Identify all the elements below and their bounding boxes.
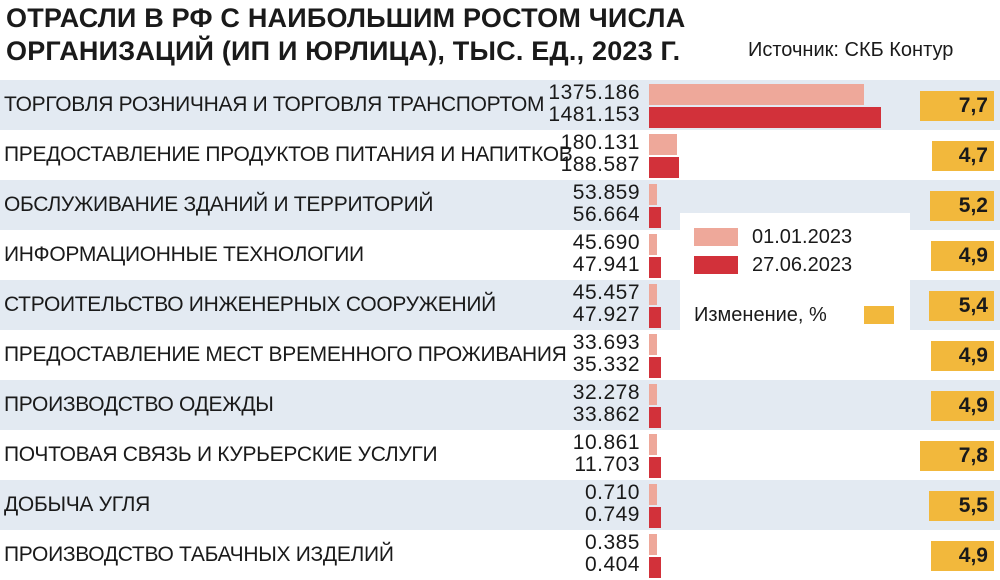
change-percent-badge: 7,8 (920, 441, 994, 471)
bar-series2 (649, 457, 661, 478)
bar-series2 (649, 257, 661, 278)
bar-series2 (649, 107, 881, 128)
data-label-series2: 33.862 (572, 403, 640, 426)
data-label-series2: 0.404 (584, 553, 640, 576)
change-percent-badge: 4,9 (931, 241, 994, 271)
bar-series1 (649, 84, 865, 105)
data-label-series1: 53.859 (572, 181, 640, 204)
bar-series1 (649, 284, 657, 305)
change-percent-badge: 4,7 (931, 141, 994, 171)
chart-title: ОТРАСЛИ В РФ С НАИБОЛЬШИМ РОСТОМ ЧИСЛА О… (6, 3, 686, 66)
category-label: ПРЕДОСТАВЛЕНИЕ ПРОДУКТОВ ПИТАНИЯ И НАПИТ… (4, 143, 573, 166)
bar-series1 (649, 534, 657, 555)
data-label-series1: 45.457 (572, 281, 640, 304)
data-label-series2: 1481.153 (548, 103, 640, 126)
change-percent-badge: 5,4 (929, 291, 994, 321)
data-label-series1: 1375.186 (548, 81, 640, 104)
change-percent-badge: 4,9 (931, 391, 994, 421)
bar-series1 (649, 484, 657, 505)
bar-series2 (649, 357, 661, 378)
chart-row: ПРЕДОСТАВЛЕНИЕ ПРОДУКТОВ ПИТАНИЯ И НАПИТ… (0, 130, 1000, 180)
category-label: ИНФОРМАЦИОННЫЕ ТЕХНОЛОГИИ (4, 243, 364, 266)
legend-swatch-series2 (694, 256, 738, 274)
category-label: СТРОИТЕЛЬСТВО ИНЖЕНЕРНЫХ СООРУЖЕНИЙ (4, 293, 496, 316)
data-label-series2: 47.941 (572, 253, 640, 276)
bar-series1 (649, 334, 657, 355)
data-label-series1: 32.278 (572, 381, 640, 404)
chart-row: ПРОИЗВОДСТВО ТАБАЧНЫХ ИЗДЕЛИЙ 0.385 0.404 4… (0, 530, 1000, 580)
legend-swatch-change (864, 306, 894, 324)
chart-row: ТОРГОВЛЯ РОЗНИЧНАЯ И ТОРГОВЛЯ ТРАНСПОРТО… (0, 80, 1000, 130)
category-label: ПОЧТОВАЯ СВЯЗЬ И КУРЬЕРСКИЕ УСЛУГИ (4, 443, 438, 466)
bar-series2 (649, 557, 661, 578)
chart-rows: ТОРГОВЛЯ РОЗНИЧНАЯ И ТОРГОВЛЯ ТРАНСПОРТО… (0, 80, 1000, 580)
chart-row: ПРОИЗВОДСТВО ОДЕЖДЫ 32.278 33.862 4,9 (0, 380, 1000, 430)
data-label-series1: 33.693 (572, 331, 640, 354)
category-label: ОБСЛУЖИВАНИЕ ЗДАНИЙ И ТЕРРИТОРИЙ (4, 193, 434, 216)
data-label-series1: 10.861 (572, 431, 640, 454)
bar-series1 (649, 384, 657, 405)
data-label-series2: 188.587 (560, 153, 640, 176)
change-percent-badge: 5,5 (928, 491, 994, 521)
data-label-series2: 0.749 (584, 503, 640, 526)
data-label-series2: 47.927 (572, 303, 640, 326)
category-label: ПРОИЗВОДСТВО ОДЕЖДЫ (4, 393, 274, 416)
chart-row: ПРЕДОСТАВЛЕНИЕ МЕСТ ВРЕМЕННОГО ПРОЖИВАНИ… (0, 330, 1000, 380)
bar-series2 (649, 407, 661, 428)
bar-series2 (649, 307, 661, 328)
change-percent-badge: 5,2 (930, 191, 994, 221)
category-label: ПРЕДОСТАВЛЕНИЕ МЕСТ ВРЕМЕННОГО ПРОЖИВАНИ… (4, 343, 567, 366)
change-percent-badge: 4,9 (931, 541, 994, 571)
bar-series1 (649, 184, 658, 205)
data-label-series1: 0.710 (584, 481, 640, 504)
bar-series1 (649, 134, 678, 155)
legend-label-change: Изменение, % (694, 304, 827, 326)
bar-series2 (649, 157, 679, 178)
bar-series2 (649, 507, 661, 528)
bar-series2 (649, 207, 661, 228)
bar-series1 (649, 234, 657, 255)
change-percent-badge: 4,9 (931, 341, 994, 371)
chart-row: ИНФОРМАЦИОННЫЕ ТЕХНОЛОГИИ 45.690 47.941 4,9 (0, 230, 1000, 280)
chart-row: ОБСЛУЖИВАНИЕ ЗДАНИЙ И ТЕРРИТОРИЙ 53.859 56… (0, 180, 1000, 230)
chart-row: ПОЧТОВАЯ СВЯЗЬ И КУРЬЕРСКИЕ УСЛУГИ 10.861… (0, 430, 1000, 480)
data-label-series2: 56.664 (572, 203, 640, 226)
data-label-series2: 11.703 (574, 453, 640, 476)
data-label-series1: 0.385 (584, 531, 640, 554)
legend: 01.01.2023 27.06.2023 Изменение, % (680, 213, 910, 341)
category-label: ПРОИЗВОДСТВО ТАБАЧНЫХ ИЗДЕЛИЙ (4, 543, 394, 566)
source-note: Источник: СКБ Контур (748, 39, 954, 61)
legend-label-series2: 27.06.2023 (752, 254, 853, 276)
legend-label-series1: 01.01.2023 (752, 226, 853, 248)
data-label-series2: 35.332 (572, 353, 640, 376)
data-label-series1: 180.131 (560, 131, 640, 154)
bar-series1 (649, 434, 657, 455)
chart-row: ДОБЫЧА УГЛЯ 0.710 0.749 5,5 (0, 480, 1000, 530)
category-label: ДОБЫЧА УГЛЯ (4, 493, 150, 516)
category-label: ТОРГОВЛЯ РОЗНИЧНАЯ И ТОРГОВЛЯ ТРАНСПОРТО… (4, 93, 545, 116)
change-percent-badge: 7,7 (920, 91, 994, 121)
data-label-series1: 45.690 (572, 231, 640, 254)
legend-swatch-series1 (694, 228, 738, 246)
